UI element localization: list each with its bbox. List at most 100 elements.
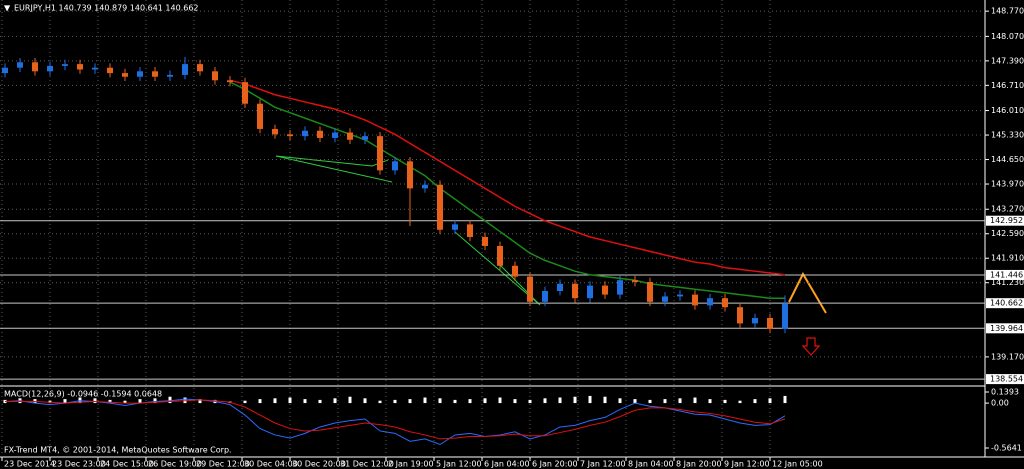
level-label: 138.554 [990,375,1023,384]
chart-header: EURJPY,H1 140.739 140.879 140.641 140.66… [14,4,199,13]
candle-body [767,318,773,329]
candle-body [227,80,233,83]
macd-bar [198,399,202,404]
candle-body [617,280,623,295]
candle-body [452,224,458,230]
macd-bar [153,398,157,404]
x-tick-label: 8 Jan 04:00 [628,460,674,469]
x-tick-label: 6 Jan 20:00 [532,460,578,469]
candle-body [512,265,518,277]
candle-body [377,136,383,171]
macd-bar [663,399,667,404]
x-tick-label: 31 Dec 12:00 [340,460,394,469]
macd-bar [258,399,262,404]
macd-bar [588,395,592,404]
symbol-menu-icon[interactable]: ▼ [4,4,11,13]
macd-bar [633,399,637,404]
macd-bar [783,395,787,404]
candle-body [257,103,263,129]
copyright: FX-Trend MT4, © 2001-2014, MetaQuotes So… [4,446,232,455]
x-tick-label: 26 Dec 19:00 [148,460,202,469]
candle-body [302,130,308,137]
candle-body [422,184,428,189]
candle-body [407,161,413,189]
moving-average [229,79,786,276]
macd-bar [138,399,142,404]
y-tick-label: 143.970 [991,180,1024,189]
candle-body [47,65,53,72]
level-label-box [986,323,1024,334]
macd-bar [693,397,697,404]
y-tick-label: 147.390 [991,56,1024,65]
macd-bar [63,399,67,404]
candle-body [167,74,173,77]
candle-body [632,280,638,282]
macd-bar [528,399,532,404]
macd-bar [303,399,307,404]
level-label: 140.662 [990,299,1023,308]
level-label: 142.952 [990,216,1023,225]
macd-bar [333,398,337,404]
level-label-box [986,374,1024,385]
y-tick-label: 0.00 [991,399,1009,408]
candle-body [602,285,608,295]
x-tick-label: 30 Dec 20:00 [292,460,346,469]
x-tick-label: 8 Jan 20:00 [676,460,722,469]
macd-bar [708,399,712,404]
candle-body [497,245,503,266]
candle-body [92,67,98,70]
macd-bar [423,397,427,404]
candle-body [107,67,113,74]
candle-body [542,291,548,302]
macd-bar [123,400,127,404]
projection-zigzag [788,271,827,314]
candle-body [152,71,158,77]
macd-bar [678,398,682,404]
candle-body [287,134,293,137]
moving-average [229,81,785,299]
y-tick-label: 145.330 [991,131,1024,140]
level-label: 141.446 [990,270,1023,279]
candle-body [437,184,443,230]
candle-body [2,67,8,74]
candle-body [467,224,473,237]
macd-bar [408,399,412,404]
x-tick-label: 7 Jan 12:00 [580,460,626,469]
x-tick-label: 23 Dec 2014 [4,460,55,469]
y-tick-label: 144.650 [991,155,1024,164]
macd-bar [273,398,277,404]
y-tick-label: 141.230 [991,278,1024,287]
macd-bar [288,397,292,404]
macd-bar [108,399,112,404]
macd-bar [768,398,772,404]
candle-body [392,161,398,171]
macd-line [5,399,786,440]
candle-body [692,294,698,306]
candle-body [242,82,248,104]
candle-body [752,318,758,324]
x-tick-label: 24 Dec 15:00 [100,460,154,469]
macd-bar [543,398,547,404]
candle-body [557,283,563,292]
candle-body [332,132,338,138]
macd-bar [378,400,382,404]
candle-body [212,71,218,81]
macd-bar [648,399,652,404]
macd-bar [723,399,727,404]
level-label-box [986,298,1024,309]
y-tick-label: 148.770 [991,7,1024,16]
candle-body [182,64,188,75]
y-tick-label: 146.010 [991,106,1024,115]
y-tick-label: -0.5641 [991,444,1022,453]
macd-bar [618,398,622,404]
macd-bar [483,398,487,404]
macd-bar [513,399,517,404]
x-tick-label: 29 Dec 12:00 [196,460,250,469]
candle-body [587,285,593,299]
candle-body [77,64,83,70]
y-tick-label: 139.170 [991,352,1024,361]
macd-bar [93,398,97,404]
candle-body [272,128,278,135]
